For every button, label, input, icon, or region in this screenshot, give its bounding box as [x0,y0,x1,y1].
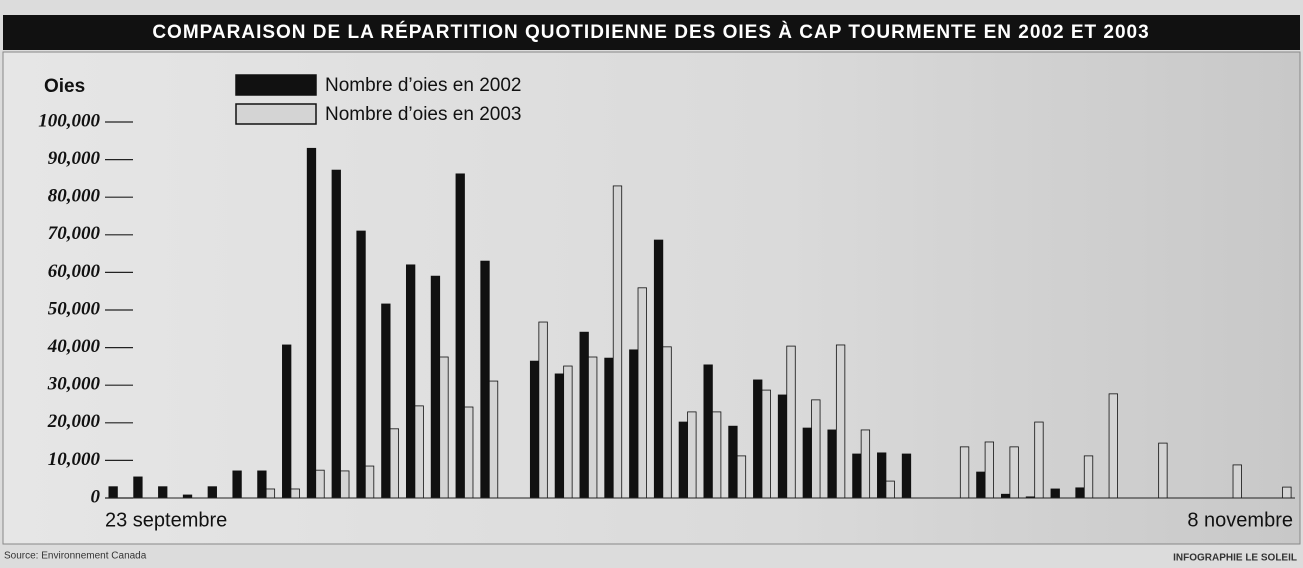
y-tick-label: 20,000 [47,411,101,432]
bar [688,412,697,498]
bar [729,426,738,498]
bar [1084,456,1093,498]
bar [266,489,275,498]
bar [382,304,391,498]
bar [1010,447,1019,498]
y-tick-label: 100,000 [38,110,100,131]
plot-background [3,52,1300,544]
bar [555,374,564,498]
bar [365,466,374,498]
bar [258,471,267,498]
bar [1283,487,1292,498]
bar [588,357,597,498]
bar [406,265,415,498]
y-tick-label: 40,000 [47,336,101,357]
bar [753,380,762,498]
bar [580,332,589,498]
bar [489,381,498,498]
bar [415,406,424,498]
bar [307,148,316,498]
bar [431,276,440,498]
bar [1051,489,1060,498]
y-tick-label: 50,000 [48,298,101,319]
bar [630,350,639,498]
credit: INFOGRAPHIE LE SOLEIL [1173,553,1297,563]
legend-swatch [236,104,316,124]
legend-label: Nombre d’oies en 2002 [325,75,521,96]
bar [679,422,688,498]
bar [530,361,539,498]
legend-swatch [236,75,316,95]
bar [778,395,787,498]
bar [762,390,771,498]
bar [985,442,994,498]
x-tick-label: 23 septembre [105,509,227,531]
bar [663,347,672,498]
bar [877,453,886,498]
bar [1233,465,1242,498]
bar [613,186,622,498]
bar [902,454,911,498]
bar [712,412,721,498]
y-tick-label: 80,000 [48,186,101,207]
bar [605,358,614,498]
y-axis-label: Oies [44,76,85,97]
bar [787,346,796,498]
bar [390,429,399,498]
bar [316,470,325,498]
bar [638,288,647,498]
chart: COMPARAISON DE LA RÉPARTITION QUOTIDIENN… [0,0,1303,563]
bar [886,481,895,498]
bar [1109,394,1118,498]
bar [208,487,217,498]
chart-title: COMPARAISON DE LA RÉPARTITION QUOTIDIENN… [152,21,1149,43]
bar [704,365,713,498]
bar [564,366,573,498]
bar [1035,422,1044,498]
bar [357,231,366,498]
bar [456,174,465,498]
bar [836,345,845,498]
bar [332,170,341,498]
bar [737,456,746,498]
bar [481,261,490,498]
y-tick-label: 30,000 [47,374,101,395]
bar [828,430,837,498]
bar [812,400,821,498]
y-tick-label: 0 [91,486,101,507]
bar [233,471,242,498]
bar [1001,494,1010,498]
y-tick-label: 90,000 [48,148,101,169]
y-tick-label: 10,000 [48,449,101,470]
y-tick-label: 70,000 [48,223,101,244]
bar [861,430,870,498]
bar [977,472,986,498]
bar [282,345,291,498]
bar [109,487,118,498]
bar [654,240,663,498]
bar [960,447,969,498]
bar [158,487,167,498]
bar [464,407,473,498]
bar [539,322,548,498]
y-tick-label: 60,000 [48,261,101,282]
x-tick-label: 8 novembre [1187,509,1293,531]
bar [291,489,300,498]
bar [134,477,143,498]
bar [341,471,350,498]
legend-label: Nombre d’oies en 2003 [325,104,521,125]
bar [803,428,812,498]
bar [1076,488,1085,498]
bar [440,357,449,498]
bar [1159,443,1168,498]
bar [853,454,862,498]
source: Source: Environnement Canada [4,551,147,562]
